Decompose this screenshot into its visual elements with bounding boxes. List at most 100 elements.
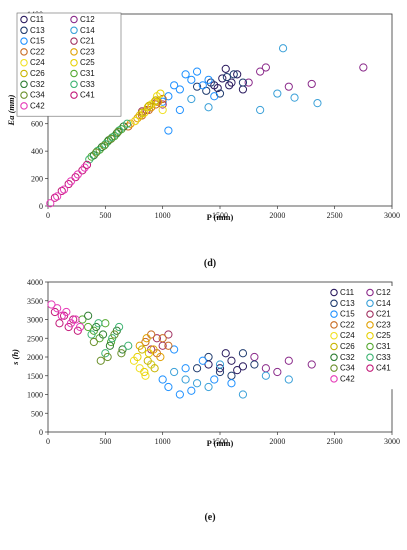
legend-marker-c21 <box>366 310 374 318</box>
legend-marker-c12 <box>366 288 374 297</box>
data-point-c12 <box>244 78 253 87</box>
data-point-c34 <box>92 148 101 157</box>
data-point-c25 <box>133 352 142 362</box>
data-point-c25 <box>143 103 152 112</box>
x-tick-label: 1000 <box>155 437 171 446</box>
data-point-c24 <box>141 371 150 380</box>
data-point-c42 <box>53 304 62 313</box>
legend-marker-c21 <box>70 37 78 45</box>
legend-marker-c25 <box>70 58 78 67</box>
legend-marker-c13 <box>20 26 28 35</box>
data-point-c34 <box>89 337 98 347</box>
data-point-c11 <box>221 64 230 73</box>
legend-marker-c31 <box>70 69 78 78</box>
data-point-c11 <box>221 349 230 358</box>
data-point-c14 <box>170 367 179 377</box>
y-tick-label: 600 <box>31 120 43 129</box>
data-point-c23 <box>153 97 163 106</box>
x-tick-label: 1000 <box>155 211 171 220</box>
data-point-c33 <box>101 140 110 149</box>
legend-label-c24: C24 <box>30 58 45 67</box>
x-tick-label: 500 <box>99 437 111 446</box>
data-point-c41 <box>64 179 73 189</box>
data-point-c13 <box>250 360 259 369</box>
data-point-c12 <box>284 82 293 91</box>
data-point-c15 <box>170 81 179 90</box>
data-point-c13 <box>222 72 231 82</box>
data-point-c13 <box>238 78 248 87</box>
x-tick-label: 3000 <box>384 437 400 446</box>
data-point-c14 <box>187 94 196 104</box>
y-tick-label: 2500 <box>27 334 43 343</box>
legend-marker-c22 <box>330 321 338 329</box>
y-tick-label: 4000 <box>27 278 43 287</box>
data-point-c14 <box>204 103 213 112</box>
x-axis-label-e: P (mm) <box>207 438 234 448</box>
x-axis-label-d: P (mm) <box>207 212 234 222</box>
data-point-c32 <box>118 345 127 354</box>
data-point-c31 <box>84 322 93 332</box>
legend-marker-c32 <box>20 80 28 89</box>
data-point-c14 <box>204 382 213 392</box>
data-point-c26 <box>137 345 147 354</box>
data-point-c15 <box>175 390 184 399</box>
legend-marker-c13 <box>330 299 338 308</box>
data-point-c26 <box>150 364 159 373</box>
data-point-c34 <box>96 356 105 365</box>
data-point-c42 <box>53 192 62 201</box>
data-point-c15 <box>210 375 219 384</box>
data-point-c11 <box>213 83 222 93</box>
y-tick-label: 0 <box>39 202 43 211</box>
data-point-c33 <box>114 322 124 332</box>
y-tick-label: 3000 <box>27 316 43 325</box>
data-point-c22 <box>164 341 173 350</box>
data-point-c32 <box>112 129 121 138</box>
data-point-c34 <box>117 349 126 358</box>
legend-label-c15: C15 <box>340 310 355 319</box>
data-point-c15 <box>187 386 196 395</box>
y-tick-label: 400 <box>31 147 43 156</box>
data-point-c15 <box>164 126 173 135</box>
x-tick-label: 0 <box>46 211 50 220</box>
legend-marker-c41 <box>366 364 374 372</box>
data-point-c41 <box>71 173 80 182</box>
data-point-c22 <box>158 334 167 343</box>
legend-marker-c32 <box>330 353 338 362</box>
data-point-c12 <box>273 367 282 377</box>
legend-label-c23: C23 <box>376 320 391 329</box>
data-point-c33 <box>94 319 103 328</box>
x-tick-label: 2000 <box>269 211 285 220</box>
data-point-c32 <box>84 311 93 320</box>
data-point-c31 <box>106 337 116 347</box>
x-tick-label: 2000 <box>269 437 285 446</box>
legend-marker-c33 <box>366 353 374 362</box>
data-point-c11 <box>225 81 234 90</box>
x-tick-label: 3000 <box>384 211 400 220</box>
data-point-c23 <box>126 119 135 128</box>
legend-marker-c26 <box>20 69 28 78</box>
data-point-c13 <box>192 82 202 91</box>
data-point-c25 <box>135 111 144 120</box>
legend-marker-c33 <box>70 80 78 89</box>
data-point-c14 <box>238 390 248 399</box>
data-point-c41 <box>57 186 66 196</box>
y-tick-label: 500 <box>31 409 43 418</box>
legend-label-c32: C32 <box>340 353 355 362</box>
legend-label-c15: C15 <box>30 37 45 46</box>
data-point-c26 <box>137 108 147 117</box>
y-tick-label: 2000 <box>27 353 43 362</box>
legend-marker-c24 <box>330 331 338 340</box>
legend-marker-c15 <box>20 37 28 45</box>
legend-label-c12: C12 <box>80 15 95 24</box>
data-point-c13 <box>206 78 215 87</box>
x-tick-label: 1500 <box>212 437 228 446</box>
legend-label-c31: C31 <box>376 342 391 351</box>
legend-marker-c34 <box>20 91 28 99</box>
data-point-c33 <box>123 119 132 128</box>
legend-label-c14: C14 <box>376 299 391 308</box>
x-ticks-d: 0 500 1000 1500 2000 2500 3000 <box>46 206 400 220</box>
data-point-c14 <box>278 44 288 53</box>
data-point-c34 <box>106 134 116 143</box>
legend-marker-c23 <box>70 48 78 56</box>
data-point-c25 <box>150 97 159 106</box>
